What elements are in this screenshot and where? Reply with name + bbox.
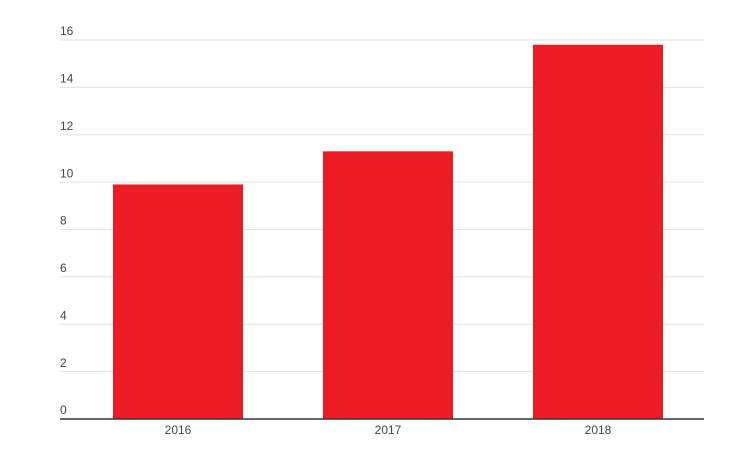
x-tick-label: 2016 — [165, 423, 192, 437]
y-tick-label: 16 — [60, 24, 74, 38]
y-tick-label: 10 — [60, 166, 74, 180]
y-tick-label: 4 — [60, 308, 67, 322]
bar — [323, 151, 453, 420]
y-tick-label: 8 — [60, 214, 67, 228]
x-tick-label: 2017 — [375, 423, 402, 437]
bar — [533, 44, 663, 420]
y-tick-label: 2 — [60, 356, 67, 370]
y-tick-label: 14 — [60, 72, 74, 86]
y-tick-label: 12 — [60, 119, 74, 133]
bar — [113, 184, 243, 419]
x-tick-label: 2018 — [585, 423, 612, 437]
y-tick-label: 0 — [60, 403, 67, 417]
y-tick-label: 6 — [60, 261, 67, 275]
